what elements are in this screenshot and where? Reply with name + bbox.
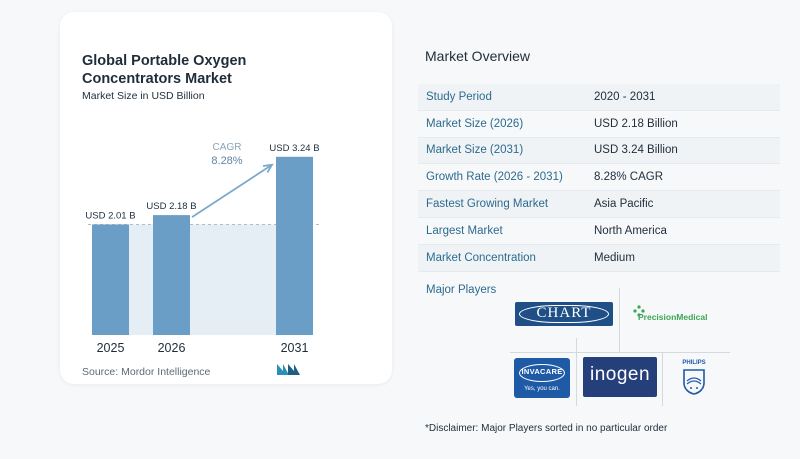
row-value: 8.28% CAGR xyxy=(594,171,664,184)
data-label-2031: USD 3.24 B xyxy=(269,143,319,154)
arrowhead-icon xyxy=(262,163,274,173)
grid-divider xyxy=(576,338,577,406)
overview-title: Market Overview xyxy=(425,48,531,64)
inogen-text: inogen xyxy=(589,364,651,385)
invacare-ring xyxy=(519,364,565,382)
overview-row-size-2031: Market Size (2031) USD 3.24 Billion xyxy=(418,137,780,165)
row-label: Fastest Growing Market xyxy=(426,198,549,211)
overview-row-growth-rate: Growth Rate (2026 - 2031) 8.28% CAGR xyxy=(418,164,780,192)
overview-row-fastest-growing: Fastest Growing Market Asia Pacific xyxy=(418,191,780,218)
philips-shield-icon xyxy=(683,369,705,395)
logo-ring xyxy=(519,305,609,323)
invacare-logo: INVACARE Yes, you can. xyxy=(514,358,570,398)
mordor-logo-icon xyxy=(277,364,300,375)
major-players-title: Major Players xyxy=(426,284,497,296)
data-label-2025: USD 2.01 B xyxy=(85,210,135,221)
invacare-text: INVACARE xyxy=(521,367,563,376)
overview-row-size-2026: Market Size (2026) USD 2.18 Billion xyxy=(418,111,780,138)
chart-logo-text: CHART xyxy=(536,305,592,321)
inogen-logo: inogen xyxy=(583,357,657,397)
overview-table: Study Period 2020 - 2031 Market Size (20… xyxy=(418,84,780,272)
bar-2025 xyxy=(92,224,129,335)
row-label: Growth Rate (2026 - 2031) xyxy=(426,171,563,184)
row-label: Largest Market xyxy=(426,224,503,237)
row-value: USD 2.18 Billion xyxy=(594,117,678,130)
philips-text: PHILIPS xyxy=(682,360,706,366)
grid-divider xyxy=(510,352,730,353)
precision-medical-mark-icon xyxy=(633,305,645,317)
precision-medical-logo: PrecisionMedical xyxy=(630,300,730,330)
chart-subtitle: Market Size in USD Billion xyxy=(82,90,205,102)
precision-medical-text: PrecisionMedical xyxy=(638,312,708,322)
chart-title: Global Portable Oxygen Concentrators Mar… xyxy=(82,53,247,87)
bar-2031 xyxy=(276,156,313,335)
row-label: Market Concentration xyxy=(426,251,536,264)
overview-row-concentration: Market Concentration Medium xyxy=(418,244,780,272)
cagr-arrow-icon xyxy=(191,164,273,218)
row-label: Market Size (2031) xyxy=(426,144,524,157)
chart-logo: CHART xyxy=(515,302,613,326)
overview-row-largest-market: Largest Market North America xyxy=(418,218,780,245)
x-tick-2031: 2031 xyxy=(281,341,309,355)
philips-logo: PHILIPS xyxy=(676,360,712,398)
row-value: Medium xyxy=(594,251,635,264)
source-text: Source: Mordor Intelligence xyxy=(82,366,211,378)
invacare-tagline: Yes, you can. xyxy=(524,386,560,392)
bar-chart: USD 2.01 B 2025 USD 2.18 B 2026 USD 3.24 B 20… xyxy=(85,142,322,355)
row-label: Study Period xyxy=(426,90,492,103)
row-value: USD 3.24 Billion xyxy=(594,144,678,157)
x-tick-2025: 2025 xyxy=(97,341,125,355)
cagr-value: 8.28% xyxy=(211,155,242,167)
row-value: North America xyxy=(594,224,667,237)
grid-divider xyxy=(619,288,620,352)
row-label: Market Size (2026) xyxy=(426,117,524,130)
disclaimer-text: *Disclaimer: Major Players sorted in no … xyxy=(425,423,668,434)
data-label-2026: USD 2.18 B xyxy=(146,201,196,212)
bar-2026 xyxy=(153,215,190,335)
cagr-label: CAGR xyxy=(213,142,242,153)
row-value: 2020 - 2031 xyxy=(594,90,656,103)
x-tick-2026: 2026 xyxy=(158,341,186,355)
overview-row-study-period: Study Period 2020 - 2031 xyxy=(418,84,780,111)
row-value: Asia Pacific xyxy=(594,198,654,211)
grid-divider xyxy=(662,352,663,406)
